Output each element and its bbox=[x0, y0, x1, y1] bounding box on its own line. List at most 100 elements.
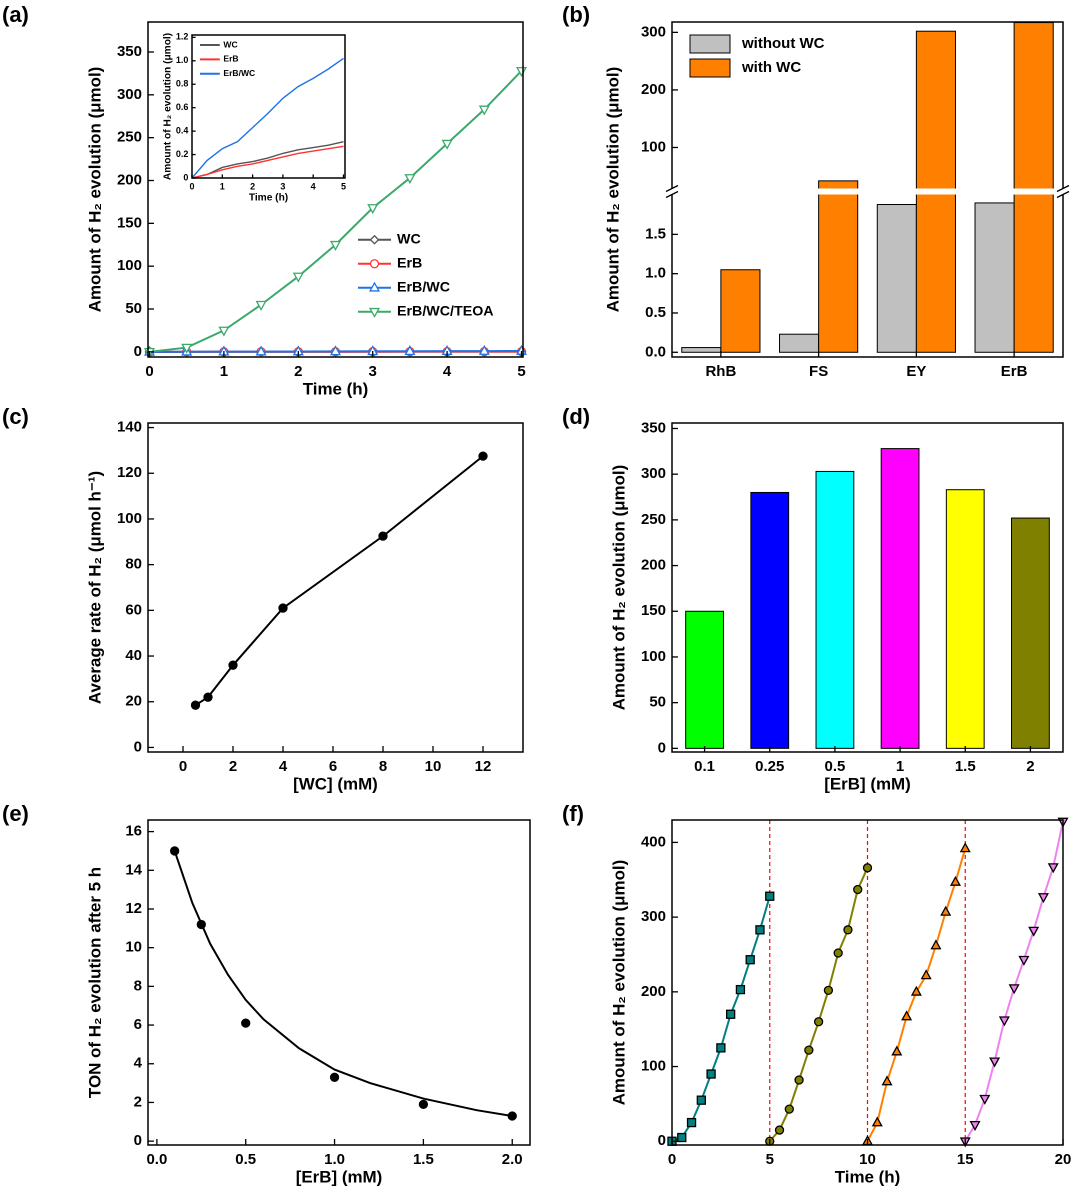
marker bbox=[478, 451, 488, 461]
y-axis-label: Amount of H₂ evolution (μmol) bbox=[163, 33, 174, 180]
marker bbox=[478, 344, 490, 355]
x-tick-label: 0.25 bbox=[755, 758, 784, 775]
marker bbox=[478, 105, 490, 116]
marker bbox=[969, 1120, 981, 1131]
y-tick-label: 0.4 bbox=[176, 125, 189, 135]
legend-marker bbox=[369, 259, 380, 269]
legend-label: WC bbox=[397, 232, 421, 248]
marker bbox=[329, 1072, 340, 1082]
y-tick-label: 250 bbox=[117, 129, 142, 146]
y-tick-label: 0.5 bbox=[645, 304, 666, 321]
y-tick-label: 350 bbox=[117, 43, 142, 60]
plot-frame bbox=[147, 819, 531, 1146]
legend-label: with WC bbox=[741, 59, 801, 76]
marker bbox=[998, 1016, 1010, 1027]
marker bbox=[1037, 893, 1049, 904]
y-tick-label: 100 bbox=[117, 257, 142, 274]
marker bbox=[696, 1095, 706, 1105]
y-tick-label: 120 bbox=[117, 464, 142, 481]
y-tick-label: 0 bbox=[134, 1132, 142, 1149]
series-line bbox=[191, 145, 344, 179]
y-tick-label: 200 bbox=[117, 171, 142, 188]
legend-marker bbox=[369, 281, 380, 292]
legend-marker bbox=[369, 234, 380, 245]
y-tick-label: 0.8 bbox=[176, 79, 189, 89]
marker bbox=[203, 692, 213, 702]
bar bbox=[974, 202, 1015, 353]
bar bbox=[1013, 22, 1054, 190]
marker bbox=[774, 1125, 785, 1135]
y-tick-label: 0 bbox=[134, 343, 142, 360]
x-axis-label: Time (h) bbox=[249, 192, 288, 203]
x-tick-label: RhB bbox=[705, 363, 736, 380]
y-axis-label: TON of H₂ evolution after 5 h bbox=[85, 867, 104, 1098]
marker bbox=[881, 1075, 893, 1086]
y-tick-label: 300 bbox=[641, 908, 666, 925]
x-tick-label: FS bbox=[809, 363, 828, 380]
x-tick-label: 10 bbox=[425, 758, 442, 775]
x-tick-label: 3 bbox=[280, 181, 285, 191]
marker bbox=[378, 531, 388, 541]
bar bbox=[915, 193, 956, 353]
marker bbox=[949, 875, 961, 886]
marker bbox=[1047, 863, 1059, 874]
marker bbox=[686, 1117, 697, 1128]
marker bbox=[910, 985, 922, 996]
marker bbox=[794, 1075, 804, 1085]
x-axis-label: [ErB] (mM) bbox=[824, 774, 911, 793]
bar bbox=[818, 193, 859, 353]
marker bbox=[755, 925, 765, 935]
marker bbox=[190, 700, 201, 710]
marker bbox=[784, 1104, 794, 1114]
marker bbox=[716, 1043, 726, 1053]
marker bbox=[441, 139, 453, 150]
x-tick-label: 2 bbox=[229, 758, 237, 775]
x-tick-label: 5 bbox=[517, 363, 525, 380]
plot-frame bbox=[191, 34, 346, 179]
y-tick-label: 150 bbox=[641, 602, 666, 619]
y-tick-label: 50 bbox=[649, 694, 666, 711]
x-tick-label: 0 bbox=[668, 1151, 676, 1168]
marker bbox=[804, 1045, 814, 1055]
bar bbox=[818, 180, 859, 191]
legend-label: ErB/WC bbox=[397, 280, 450, 296]
legend-label: ErB bbox=[397, 256, 422, 272]
marker bbox=[278, 603, 288, 613]
marker bbox=[404, 345, 416, 356]
marker bbox=[170, 846, 180, 856]
y-tick-label: 6 bbox=[134, 1016, 142, 1033]
x-tick-label: 6 bbox=[329, 758, 337, 775]
x-tick-label: 0.0 bbox=[146, 1151, 167, 1168]
bar bbox=[779, 333, 820, 353]
x-tick-label: 0 bbox=[145, 363, 153, 380]
y-tick-label: 200 bbox=[641, 983, 666, 1000]
axis-break-mark bbox=[1056, 184, 1070, 193]
legend-label: ErB bbox=[223, 54, 238, 64]
x-tick-label: 0 bbox=[179, 758, 187, 775]
y-tick-label: 0 bbox=[658, 1132, 666, 1149]
y-tick-label: 200 bbox=[641, 81, 666, 98]
y-tick-label: 0.2 bbox=[176, 149, 189, 159]
bar bbox=[681, 347, 722, 353]
x-tick-label: 0.5 bbox=[824, 758, 845, 775]
y-tick-label: 100 bbox=[641, 138, 666, 155]
x-tick-label: ErB bbox=[1001, 363, 1028, 380]
bar bbox=[685, 610, 724, 749]
marker bbox=[255, 300, 267, 311]
legend-marker bbox=[369, 307, 380, 318]
plot-background bbox=[148, 22, 523, 357]
marker bbox=[862, 863, 873, 873]
y-tick-label: 100 bbox=[641, 648, 666, 665]
x-tick-label: 0.1 bbox=[694, 758, 715, 775]
plot-frame bbox=[147, 21, 524, 358]
marker bbox=[833, 948, 843, 958]
x-tick-label: 1 bbox=[220, 181, 225, 191]
axis-break-gap bbox=[662, 188, 1073, 195]
marker bbox=[853, 884, 863, 895]
x-tick-label: 4 bbox=[311, 181, 316, 191]
marker bbox=[843, 925, 853, 935]
y-tick-label: 0 bbox=[134, 738, 142, 755]
marker bbox=[196, 919, 206, 930]
